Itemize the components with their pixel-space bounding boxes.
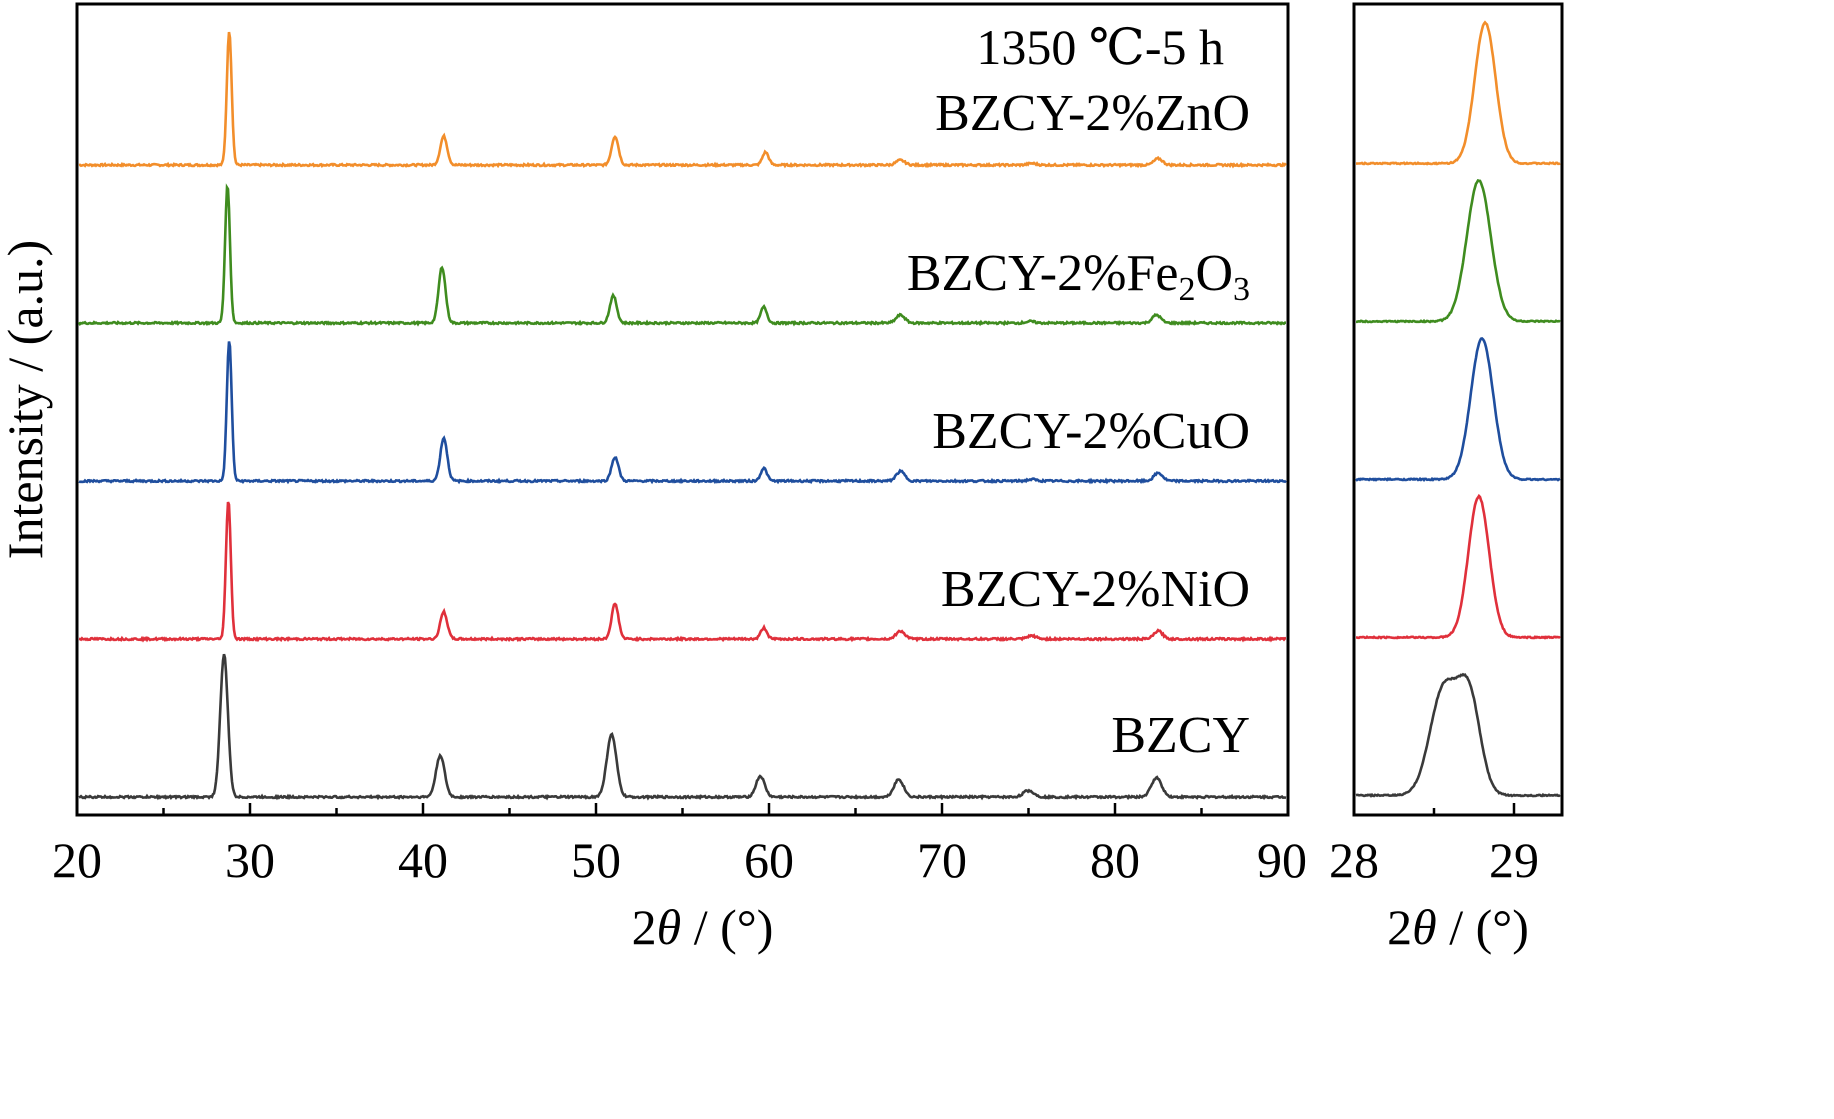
series-label-0: BZCY-2%ZnO — [935, 85, 1250, 142]
inset-series-line-4 — [1355, 672, 1561, 798]
x-tick-label: 60 — [744, 832, 794, 888]
series-label-1: BZCY-2%Fe2O3 — [907, 245, 1250, 308]
main-series-group — [77, 31, 1287, 801]
inset-xrd-panel: 28 29 2θ / (°) — [1329, 2, 1564, 955]
inset-tick-label: 29 — [1489, 832, 1539, 888]
main-x-axis-label: 2θ / (°) — [632, 899, 774, 955]
main-xrd-panel: 20 30 40 50 60 70 80 90 BZCY-2%ZnOBZCY-2%Fe2O3B… — [0, 2, 1307, 955]
x-tick-label: 40 — [398, 832, 448, 888]
series-label-3: BZCY-2%NiO — [941, 561, 1250, 618]
series-label-part: O — [1195, 245, 1233, 302]
x-tick-label: 70 — [917, 832, 967, 888]
x-tick-label: 80 — [1090, 832, 1140, 888]
main-series-line-1 — [77, 183, 1286, 327]
inset-series-line-1 — [1356, 178, 1561, 324]
main-series-line-4 — [78, 653, 1287, 801]
inset-plot-frame — [1352, 2, 1564, 817]
series-label-part: 3 — [1233, 271, 1250, 308]
main-series-line-0 — [78, 31, 1287, 169]
x-tick-label: 30 — [225, 832, 275, 888]
x-tick-label: 50 — [571, 832, 621, 888]
series-labels: BZCY-2%ZnO BZCY-2%Fe2O3 BZCY-2%CuO BZCY-2%N… — [907, 85, 1250, 764]
inset-series-line-0 — [1356, 20, 1561, 166]
condition-annotation: 1350 ℃-5 h — [976, 19, 1224, 75]
y-axis-label: Intensity / (a.u.) — [0, 240, 53, 559]
main-series-line-2 — [78, 341, 1287, 485]
inset-series-line-2 — [1355, 336, 1561, 482]
main-series-line-3 — [78, 501, 1287, 643]
inset-series-line-3 — [1356, 493, 1561, 640]
series-label-part: BZCY-2%Fe — [907, 245, 1179, 302]
inset-x-axis-label: 2θ / (°) — [1387, 899, 1529, 955]
x-tick-label: 90 — [1257, 832, 1307, 888]
inset-tick-label: 28 — [1329, 832, 1379, 888]
inset-series-group — [1355, 20, 1561, 798]
inset-x-axis: 28 29 — [1329, 803, 1539, 888]
series-label-4: BZCY — [1111, 707, 1250, 764]
main-x-axis: 20 30 40 50 60 70 80 90 — [52, 803, 1307, 888]
series-label-part: 2 — [1178, 271, 1195, 308]
series-label-2: BZCY-2%CuO — [932, 403, 1250, 460]
x-tick-label: 20 — [52, 832, 102, 888]
